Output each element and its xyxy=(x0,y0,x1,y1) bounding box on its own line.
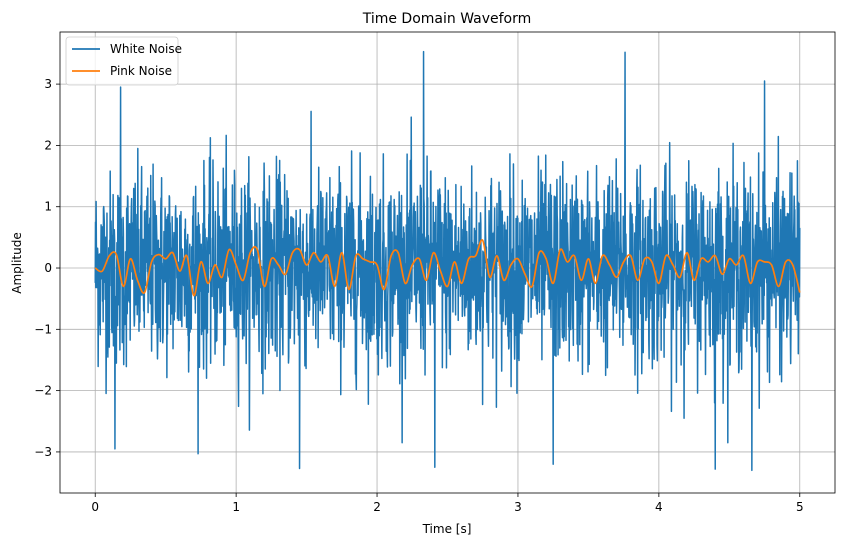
x-tick-label: 1 xyxy=(232,500,240,514)
y-tick-label: −3 xyxy=(34,445,52,459)
x-tick-label: 4 xyxy=(655,500,663,514)
series-line-pink-noise xyxy=(94,239,801,297)
y-axis-label: Amplitude xyxy=(10,232,24,294)
y-tick-label: −2 xyxy=(34,384,52,398)
x-tick-label: 3 xyxy=(514,500,522,514)
plot-area xyxy=(94,50,801,472)
x-tick-label: 5 xyxy=(796,500,804,514)
y-tick-label: 0 xyxy=(44,261,52,275)
x-axis-label: Time [s] xyxy=(422,522,472,536)
y-tick-label: −1 xyxy=(34,322,52,336)
y-tick-label: 2 xyxy=(44,138,52,152)
x-tick-label: 0 xyxy=(91,500,99,514)
legend-entry: Pink Noise xyxy=(110,64,172,78)
y-tick-label: 1 xyxy=(44,200,52,214)
series-line-white-noise xyxy=(94,50,801,472)
y-tick-label: 3 xyxy=(44,77,52,91)
x-axis: 0 1 2 3 4 5 xyxy=(91,493,804,514)
legend: White Noise Pink Noise xyxy=(65,36,182,86)
x-tick-label: 2 xyxy=(373,500,381,514)
y-axis: −3 −2 −1 0 1 2 3 xyxy=(34,77,60,459)
plot-frame xyxy=(59,31,836,494)
chart-title: Time Domain Waveform xyxy=(362,11,532,27)
legend-entry: White Noise xyxy=(110,42,182,56)
